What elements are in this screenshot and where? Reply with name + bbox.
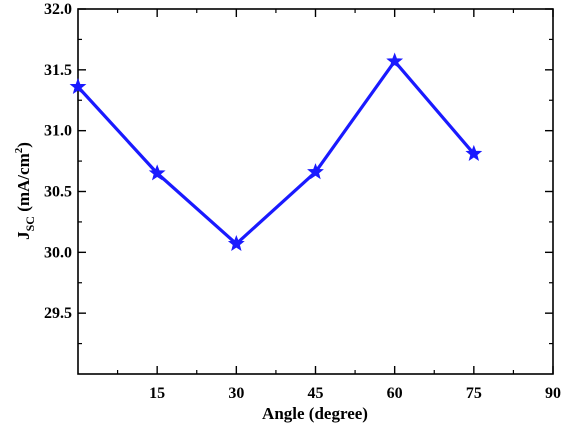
data-point-star	[69, 78, 87, 95]
data-point-star	[465, 144, 483, 161]
y-axis-title-unit: (mA/cm	[14, 153, 33, 216]
x-tick-label: 15	[149, 385, 165, 402]
y-tick-label: 30.0	[44, 244, 72, 261]
axis-tick-labels: 15 30 45 60 75 90 29.5 30.0 30.5 31.0 31.5 32.0	[44, 1, 561, 402]
axis-ticks	[78, 8, 554, 374]
y-axis-title-sup: 2	[13, 147, 25, 153]
plot-frame	[77, 8, 554, 375]
series-line	[76, 59, 476, 246]
y-tick-label: 30.5	[44, 184, 72, 201]
y-tick-label: 29.5	[44, 305, 72, 322]
x-tick-label: 75	[466, 385, 482, 402]
y-tick-label: 31.0	[44, 123, 72, 140]
y-axis-title: JSC (mA/cm2)	[13, 142, 37, 240]
series-layer	[69, 52, 483, 251]
x-tick-label: 60	[387, 385, 403, 402]
y-axis-title-sub: SC	[23, 216, 37, 231]
x-tick-label: 90	[545, 385, 561, 402]
x-axis-title: Angle (degree)	[262, 404, 368, 423]
y-tick-label: 32.0	[44, 1, 72, 18]
data-point-star	[148, 164, 166, 181]
y-axis-title-close: )	[14, 142, 33, 148]
y-tick-label: 31.5	[44, 62, 72, 79]
data-point-star	[307, 163, 324, 180]
x-tick-label: 45	[308, 385, 324, 402]
data-point-star	[386, 52, 404, 69]
x-tick-label: 30	[228, 385, 244, 402]
y-axis-title-main: J	[14, 231, 33, 240]
data-point-star	[227, 234, 245, 251]
